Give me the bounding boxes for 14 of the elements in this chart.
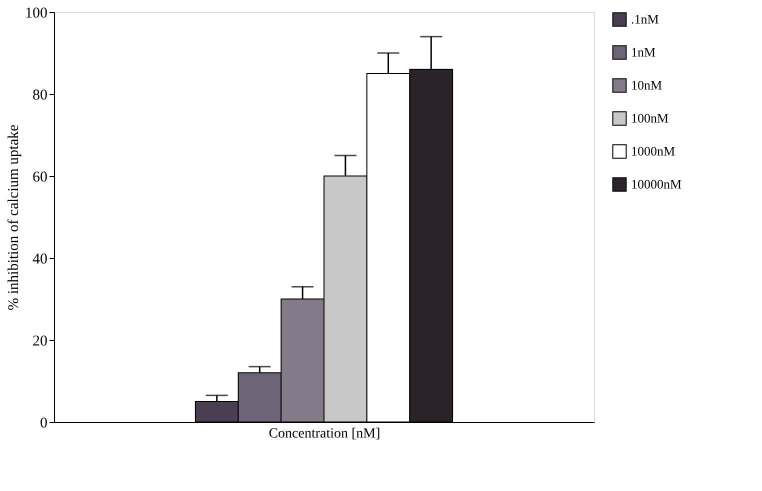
- legend-label: 1nM: [631, 44, 656, 60]
- y-tick-label: 60: [32, 170, 48, 186]
- legend-label: .1nM: [631, 12, 660, 26]
- y-tick-label: 40: [32, 252, 48, 268]
- legend-label: 100nM: [631, 110, 669, 126]
- legend-label: 10nM: [631, 78, 662, 92]
- y-tick-label: 80: [32, 88, 48, 104]
- y-tick-label: 0: [40, 416, 48, 432]
- y-tick-label: 20: [32, 334, 48, 350]
- y-axis-title: % inhibition of calcium uptake: [6, 124, 22, 310]
- y-tick-label: 100: [25, 6, 48, 22]
- legend-label: 1000nM: [631, 144, 676, 158]
- legend-label: 10000nM: [631, 176, 682, 192]
- x-axis-title: Concentration [nM]: [268, 426, 380, 442]
